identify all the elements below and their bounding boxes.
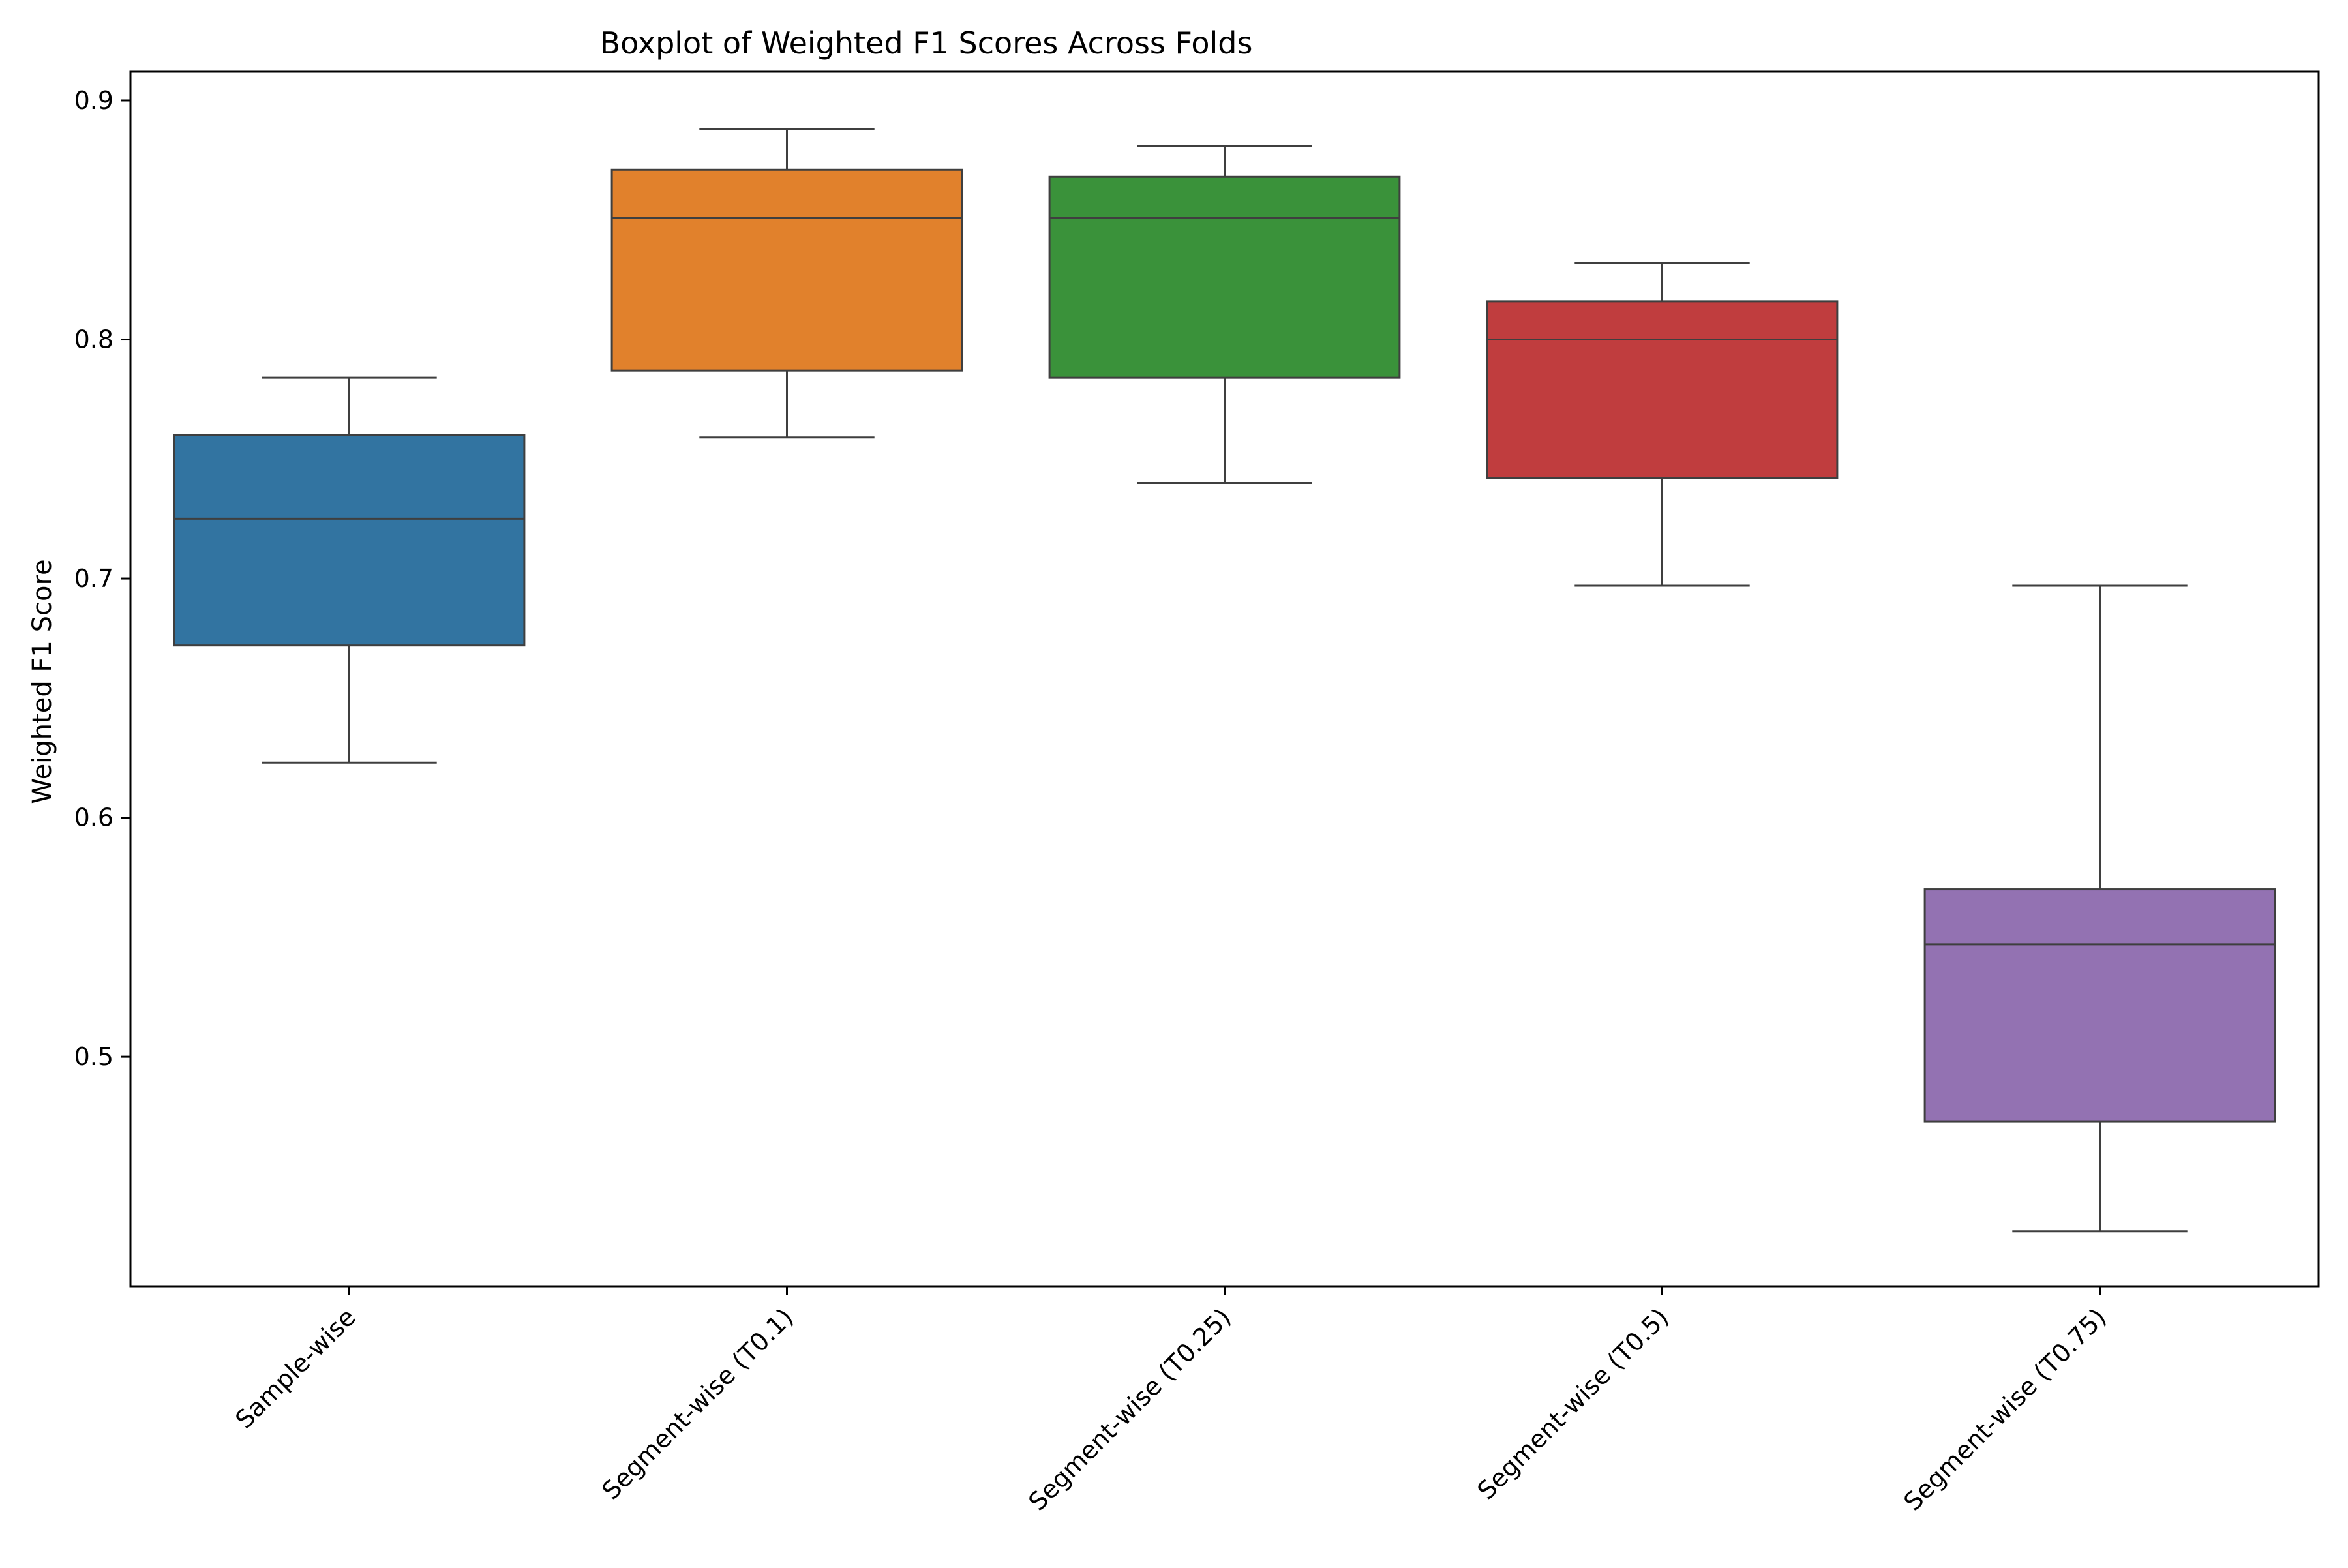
box-group-4 (1486, 262, 1839, 587)
box-group-3 (1048, 145, 1401, 484)
box-group-2 (610, 128, 963, 439)
y-tick-label: 0.8 (74, 325, 113, 354)
x-tick-label: Segment-wise (T0.5) (1472, 1303, 1674, 1505)
y-tick-label: 0.5 (74, 1042, 113, 1071)
box (610, 168, 963, 372)
box (173, 434, 526, 647)
box (1048, 175, 1401, 379)
box-group-1 (173, 376, 526, 764)
x-tick-label: Sample-wise (230, 1303, 361, 1434)
y-tick-label: 0.6 (74, 804, 113, 832)
y-axis-label: Weighted F1 Score (27, 559, 57, 804)
plot-area: 0.5 0.6 0.7 0.8 0.9 Sample-wise Segment-wise (… (74, 70, 2320, 1516)
box (1486, 300, 1839, 479)
y-tick-label: 0.9 (74, 86, 113, 115)
x-tick-label: Segment-wise (T0.75) (1898, 1303, 2111, 1516)
x-tick-label: Segment-wise (T0.25) (1023, 1303, 1236, 1516)
box-group-5 (1923, 584, 2276, 1233)
x-tick-label: Segment-wise (T0.1) (597, 1303, 799, 1505)
box (1923, 888, 2276, 1123)
y-tick-label: 0.7 (74, 564, 113, 593)
chart-title: Boxplot of Weighted F1 Scores Across Fol… (600, 25, 1253, 61)
